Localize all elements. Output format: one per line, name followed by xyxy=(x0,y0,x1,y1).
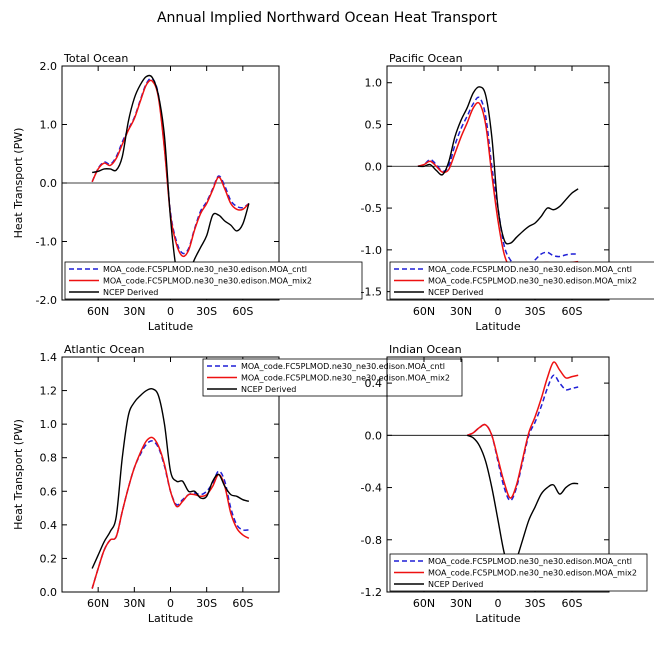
y-tick-label: 2.0 xyxy=(40,60,58,73)
panel-indian: Indian Ocean -1.2 -0.8 -0.4 0.0 0.4 60N 30N 0 30S… xyxy=(361,343,648,625)
y-tick-label: 0.0 xyxy=(365,429,383,442)
y-tick-label: 0.4 xyxy=(40,519,58,532)
series-line-ncep xyxy=(91,387,250,569)
panel-title: Pacific Ocean xyxy=(389,52,463,65)
x-axis-label: Latitude xyxy=(148,612,194,625)
series-line-cntl xyxy=(91,440,249,589)
x-tick-label: 30S xyxy=(525,597,546,610)
legend-label: MOA_code.FC5PLMOD.ne30_ne30.edison.MOA_c… xyxy=(428,557,632,566)
series-line-ncep xyxy=(466,434,579,574)
y-tick-label: -1.0 xyxy=(361,244,382,257)
legend-label: MOA_code.FC5PLMOD.ne30_ne30.edison.MOA_m… xyxy=(241,374,450,383)
y-tick-label: -1.2 xyxy=(361,586,382,599)
x-tick-label: 60S xyxy=(232,597,253,610)
series-line-ncep xyxy=(417,86,579,245)
y-tick-label: -0.5 xyxy=(361,202,382,215)
y-tick-label: 0.6 xyxy=(40,485,58,498)
legend-label: MOA_code.FC5PLMOD.ne30_ne30.edison.MOA_c… xyxy=(428,265,632,274)
y-tick-label: 0.0 xyxy=(365,160,383,173)
y-tick-label: 1.0 xyxy=(365,77,383,90)
series-line-mix2 xyxy=(466,361,579,499)
series-line-cntl xyxy=(91,77,250,255)
x-tick-label: 0 xyxy=(167,597,174,610)
y-tick-label: -2.0 xyxy=(36,294,57,307)
legend: MOA_code.FC5PLMOD.ne30_ne30.edison.MOA_c… xyxy=(64,261,363,300)
legend-label: MOA_code.FC5PLMOD.ne30_ne30.edison.MOA_m… xyxy=(428,277,637,286)
y-tick-label: 1.0 xyxy=(40,119,58,132)
x-tick-label: 0 xyxy=(495,305,502,318)
x-tick-label: 60S xyxy=(562,597,583,610)
x-axis-label: Latitude xyxy=(475,612,521,625)
x-tick-label: 60N xyxy=(87,305,109,318)
legend-box xyxy=(389,553,648,592)
panel-atlantic: Atlantic Ocean 0.0 0.2 0.4 0.6 0.8 1.0 1.2 1.4 60… xyxy=(12,343,463,625)
y-tick-label: 0.0 xyxy=(40,177,58,190)
legend-label: NCEP Derived xyxy=(103,288,158,297)
y-axis-label: Heat Transport (PW) xyxy=(12,128,25,239)
legend-label: MOA_code.FC5PLMOD.ne30_ne30.edison.MOA_c… xyxy=(241,362,445,371)
y-tick-label: -0.4 xyxy=(361,482,382,495)
x-tick-label: 60N xyxy=(87,597,109,610)
panel-total: Total Ocean -2.0 -1.0 0.0 1.0 2.0 60N 30N 0 30S 60… xyxy=(12,52,363,333)
x-tick-label: 30S xyxy=(196,305,217,318)
y-tick-label: -1.5 xyxy=(361,286,382,299)
y-tick-label: -0.8 xyxy=(361,534,382,547)
legend-label: NCEP Derived xyxy=(428,580,483,589)
y-tick-label: 0.2 xyxy=(40,552,58,565)
x-tick-label: 60N xyxy=(413,305,435,318)
x-tick-label: 0 xyxy=(495,597,502,610)
x-tick-label: 0 xyxy=(167,305,174,318)
x-tick-label: 30N xyxy=(450,305,472,318)
y-tick-label: -1.0 xyxy=(36,236,57,249)
y-tick-label: 0.5 xyxy=(365,119,383,132)
series-line-mix2 xyxy=(417,101,579,273)
legend-label: MOA_code.FC5PLMOD.ne30_ne30.edison.MOA_m… xyxy=(428,569,637,578)
panel-pacific: Pacific Ocean -1.5 -1.0 -0.5 0.0 0.5 1.0 60N 30N… xyxy=(361,52,654,333)
x-tick-label: 30N xyxy=(123,597,145,610)
x-tick-label: 30N xyxy=(450,597,472,610)
y-tick-label: 0.0 xyxy=(40,586,58,599)
y-tick-label: 1.4 xyxy=(40,351,58,364)
series-line-mix2 xyxy=(91,436,250,589)
x-axis-label: Latitude xyxy=(148,320,194,333)
series-line-cntl xyxy=(466,374,579,502)
legend-box xyxy=(64,261,363,300)
x-tick-label: 60N xyxy=(413,597,435,610)
series-line-cntl xyxy=(417,96,579,268)
panel-title: Indian Ocean xyxy=(389,343,462,356)
legend-label: MOA_code.FC5PLMOD.ne30_ne30.edison.MOA_m… xyxy=(103,277,312,286)
y-tick-label: 0.8 xyxy=(40,452,58,465)
panel-title: Total Ocean xyxy=(63,52,128,65)
y-tick-label: 0.4 xyxy=(365,377,383,390)
x-tick-label: 30S xyxy=(525,305,546,318)
x-tick-label: 60S xyxy=(562,305,583,318)
legend-label: MOA_code.FC5PLMOD.ne30_ne30.edison.MOA_c… xyxy=(103,265,307,274)
x-tick-label: 30N xyxy=(123,305,145,318)
series-line-ncep xyxy=(92,74,250,284)
legend: MOA_code.FC5PLMOD.ne30_ne30.edison.MOA_c… xyxy=(389,553,648,592)
legend-box xyxy=(389,261,654,300)
y-tick-label: 1.2 xyxy=(40,385,58,398)
legend-label: NCEP Derived xyxy=(241,385,296,394)
legend: MOA_code.FC5PLMOD.ne30_ne30.edison.MOA_c… xyxy=(389,261,654,300)
x-axis-label: Latitude xyxy=(475,320,521,333)
figure-title: Annual Implied Northward Ocean Heat Tran… xyxy=(157,10,498,26)
series-line-mix2 xyxy=(91,79,250,258)
x-tick-label: 30S xyxy=(196,597,217,610)
y-tick-label: 1.0 xyxy=(40,418,58,431)
legend-label: NCEP Derived xyxy=(428,288,483,297)
panel-title: Atlantic Ocean xyxy=(64,343,145,356)
legend-box xyxy=(202,358,463,397)
legend: MOA_code.FC5PLMOD.ne30_ne30.edison.MOA_c… xyxy=(202,358,463,397)
y-axis-label: Heat Transport (PW) xyxy=(12,419,25,530)
x-tick-label: 60S xyxy=(232,305,253,318)
